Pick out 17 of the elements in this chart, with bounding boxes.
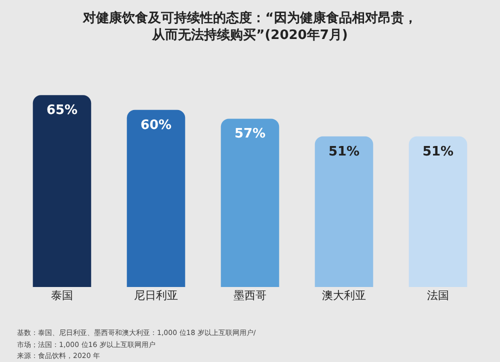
bar <box>32 95 92 287</box>
x-tick-label: 泰国 <box>51 289 73 302</box>
data-label: 57% <box>234 126 266 142</box>
bar <box>408 136 468 287</box>
x-tick-label: 澳大利亚 <box>322 289 366 302</box>
bar <box>220 118 280 287</box>
data-label: 51% <box>422 144 454 160</box>
data-label: 60% <box>140 118 172 133</box>
chart-subtitle: 从而无法持续购买”(2020年7月) <box>151 28 348 43</box>
data-label: 51% <box>328 144 360 160</box>
x-tick-label: 法国 <box>427 289 449 302</box>
bar <box>126 110 186 287</box>
bar <box>314 136 374 287</box>
x-tick-label: 尼日利亚 <box>134 289 178 302</box>
data-label: 65% <box>46 103 78 118</box>
x-tick-label: 墨西哥 <box>234 289 266 302</box>
chart-title: 对健康饮食及可持续性的态度：“因为健康食品相对昂贵， <box>82 10 417 26</box>
